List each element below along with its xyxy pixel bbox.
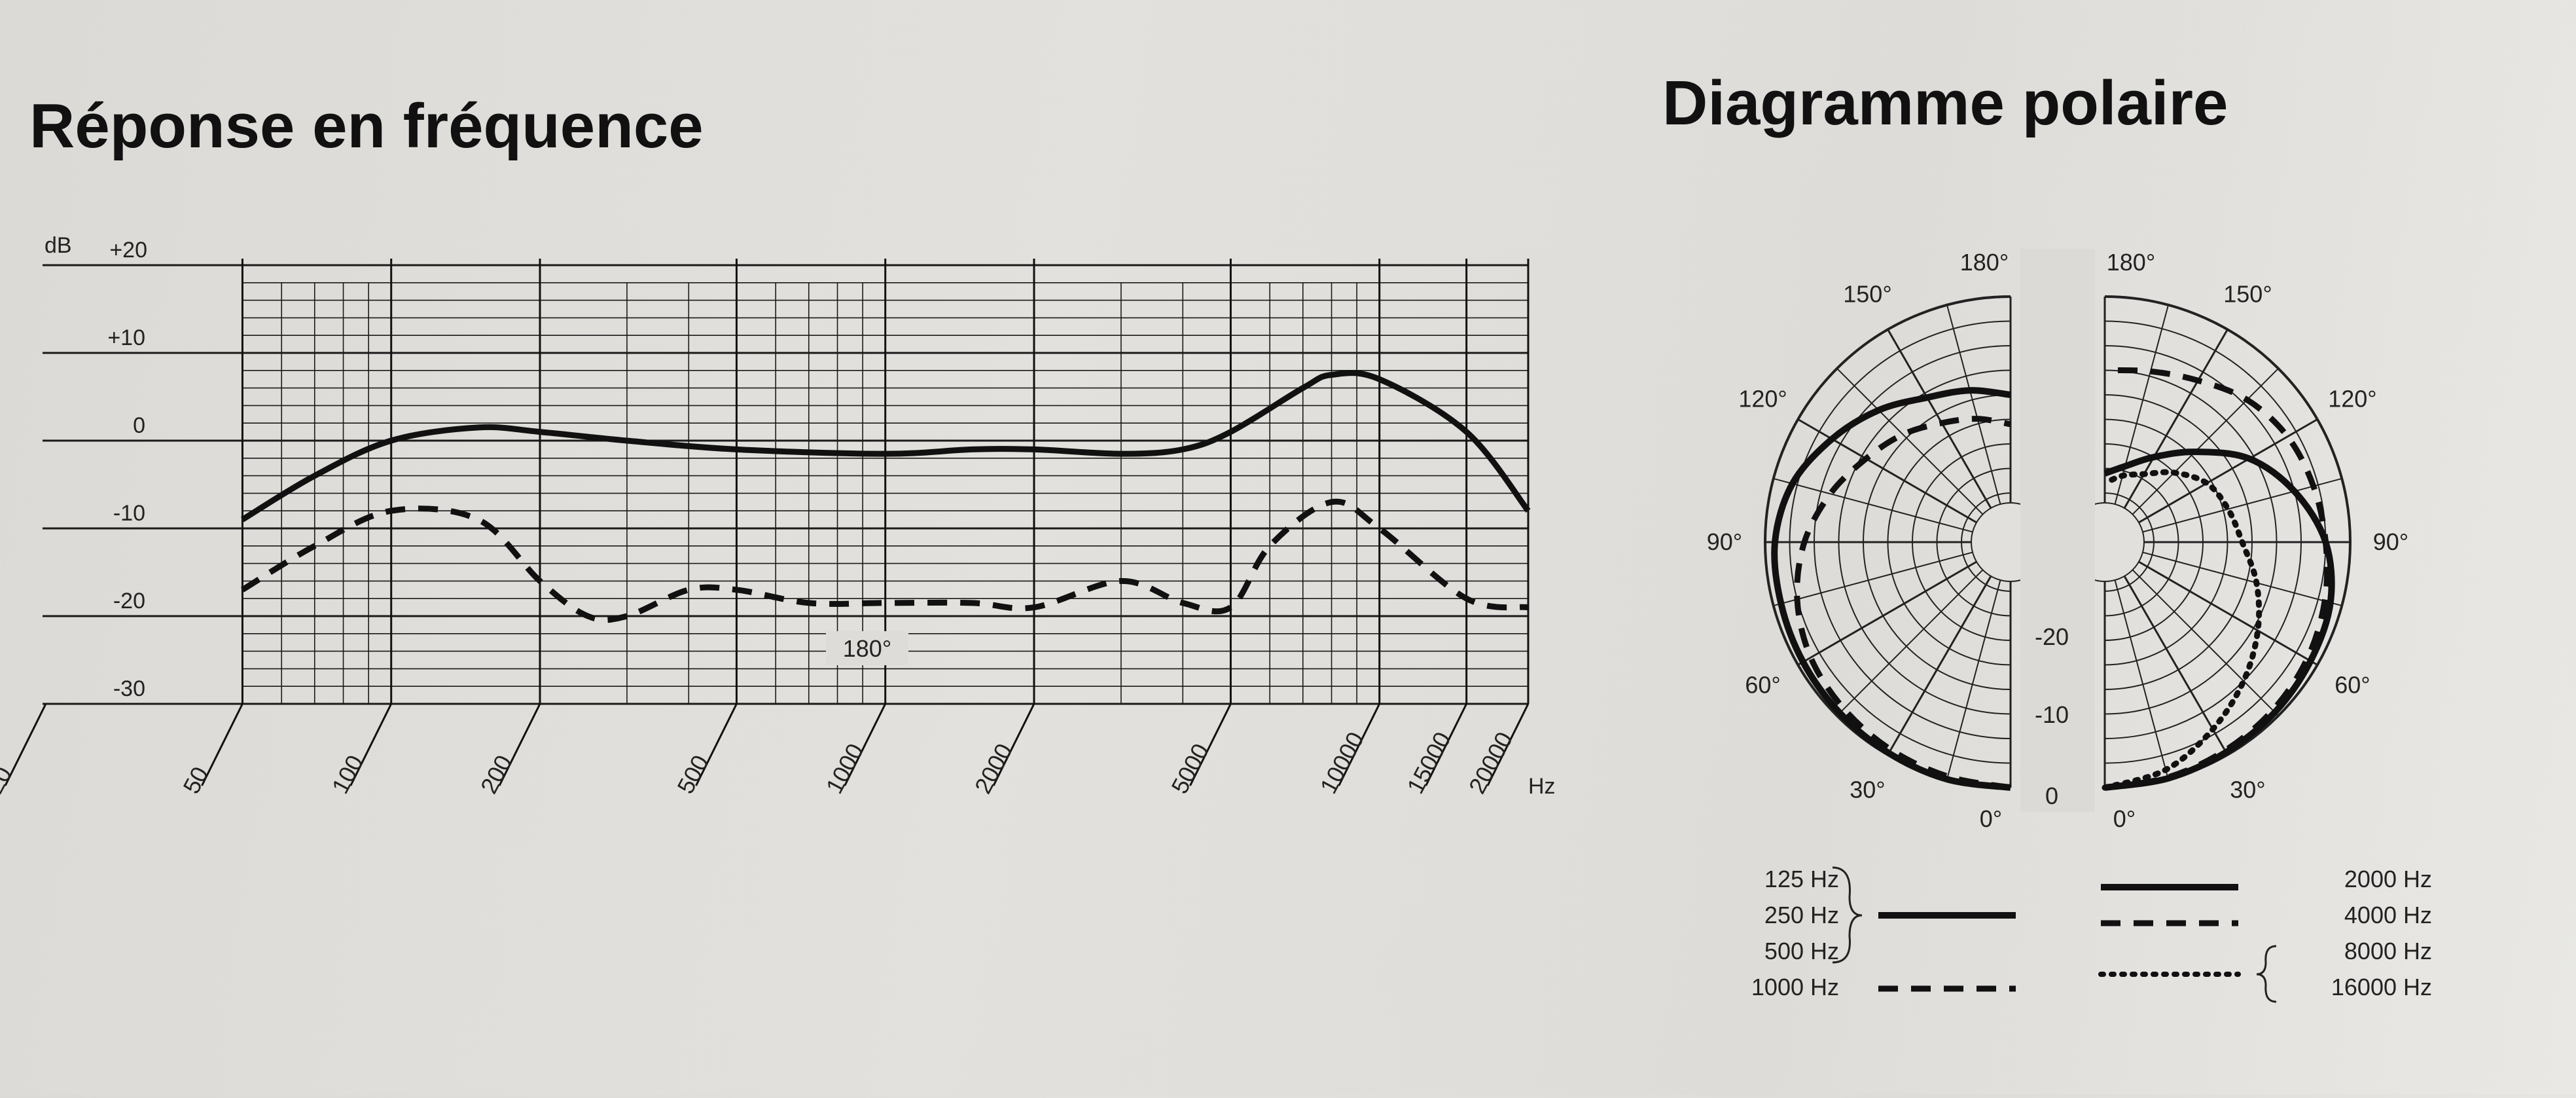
polar-spoke <box>2138 560 2318 666</box>
polar-diagram-title: Diagramme polaire <box>1662 68 2228 138</box>
polar-spoke <box>1773 477 1973 533</box>
x-tick-label: 10000 <box>1315 727 1369 798</box>
polar-angle-label: 0° <box>1980 805 2002 832</box>
x-tick-label: 5000 <box>1166 739 1214 798</box>
x-tick-mark <box>4 703 47 786</box>
legend-label-left: 250 Hz <box>1764 902 1839 928</box>
polar-angle-label: 60° <box>1745 672 1780 699</box>
y-tick-label: +10 <box>107 325 145 350</box>
polar-spoke <box>2114 304 2170 505</box>
polar-angle-label: 30° <box>2230 776 2265 803</box>
polar-center-strip <box>2020 249 2095 812</box>
legend-label-dotted: 16000 Hz <box>2331 974 2432 1000</box>
polar-spoke <box>1946 304 2001 505</box>
polar-spoke <box>2123 576 2228 756</box>
x-tick-label: 50 <box>177 762 213 798</box>
polar-angle-label: 150° <box>1843 281 1891 308</box>
polar-angle-label: 120° <box>1738 386 1787 412</box>
series-annotation-180: 180° <box>843 635 891 662</box>
polar-angle-label: 90° <box>2373 528 2408 555</box>
x-tick-mark <box>1486 703 1530 786</box>
frequency-response-chart: 20 50 100 200 500 1000 2000 5000 10000 15000 20000… <box>0 238 1531 798</box>
polar-series-solid <box>1771 387 2011 791</box>
polar-spoke <box>2142 551 2342 607</box>
polar-spoke <box>2123 329 2228 509</box>
polar-spoke <box>1946 579 2001 780</box>
polar-spoke <box>1773 551 1973 607</box>
y-tick-label: -30 <box>113 676 145 701</box>
polar-angle-label: 30° <box>1850 776 1885 803</box>
x-tick-mark <box>498 703 541 786</box>
polar-angle-label: 120° <box>2328 386 2376 412</box>
polar-spoke <box>2132 368 2279 515</box>
y-tick-label: 0 <box>133 413 145 438</box>
x-tick-mark <box>695 703 738 786</box>
polar-spoke <box>1797 560 1977 666</box>
frequency-response-title: Réponse en fréquence <box>29 91 704 161</box>
polar-diagram-chart: 0° 30° 60° 90° 120° 150° 180° 0° 30° 60° 90° 120° 15… <box>1707 249 2408 832</box>
polar-spoke <box>1836 368 1984 515</box>
polar-series-dotted <box>2102 469 2263 791</box>
polar-angle-label: 150° <box>2223 281 2272 308</box>
legend-brace-left <box>1832 866 1863 964</box>
annotation-background <box>826 631 908 665</box>
x-tick-label: 20000 <box>1463 727 1518 798</box>
polar-legend: 125 Hz 250 Hz 500 Hz 1000 Hz 2000 Hz 4000 Hz 8… <box>1751 866 2432 1003</box>
x-tick-mark <box>1425 703 1468 786</box>
x-tick-mark <box>1338 703 1381 786</box>
polar-angle-label: 90° <box>1707 528 1742 555</box>
polar-spoke <box>2132 569 2279 716</box>
legend-brace-right <box>2256 945 2277 1003</box>
polar-spoke <box>2142 477 2342 533</box>
x-tick-label: 200 <box>475 750 517 797</box>
y-tick-label: -10 <box>113 501 145 526</box>
polar-angle-label: 60° <box>2334 672 2370 699</box>
polar-spoke <box>2138 418 2318 524</box>
series-line-solid <box>241 370 1531 522</box>
x-tick-label: 15000 <box>1402 727 1456 798</box>
legend-label-1000hz: 1000 Hz <box>1751 974 1839 1000</box>
x-tick-label: 2000 <box>969 739 1018 798</box>
polar-spoke <box>1887 576 1992 756</box>
x-tick-label: 1000 <box>821 739 869 798</box>
polar-db-label: -20 <box>2035 623 2069 650</box>
polar-spoke <box>2114 579 2170 780</box>
polar-db-label: -10 <box>2035 701 2069 728</box>
db-unit-label: dB <box>45 233 72 258</box>
x-tick-mark <box>992 703 1035 786</box>
polar-angle-label: 180° <box>1960 249 2009 276</box>
x-tick-mark <box>844 703 887 786</box>
x-tick-mark <box>349 703 393 786</box>
x-tick-label: 500 <box>671 750 713 797</box>
polar-series-solid <box>2103 448 2335 791</box>
hz-unit-label: Hz <box>1528 774 1556 799</box>
legend-label-4000hz: 4000 Hz <box>2344 902 2432 928</box>
y-tick-label: -20 <box>113 589 145 613</box>
legend-label-dotted: 8000 Hz <box>2344 938 2432 964</box>
legend-label-left: 125 Hz <box>1764 866 1839 892</box>
polar-series-dashed <box>2104 367 2331 791</box>
x-tick-label: 100 <box>327 750 368 797</box>
x-tick-mark <box>1189 703 1232 786</box>
polar-spoke <box>1797 418 1977 524</box>
polar-angle-label: 180° <box>2107 249 2155 276</box>
polar-spoke <box>1836 569 1984 716</box>
x-tick-mark <box>201 703 243 786</box>
legend-label-left: 500 Hz <box>1764 938 1839 964</box>
legend-label-2000hz: 2000 Hz <box>2344 866 2432 892</box>
polar-db-label: 0 <box>2045 782 2058 809</box>
y-tick-label: +20 <box>109 238 147 263</box>
polar-angle-label: 0° <box>2113 805 2136 832</box>
polar-spoke <box>1887 329 1992 509</box>
